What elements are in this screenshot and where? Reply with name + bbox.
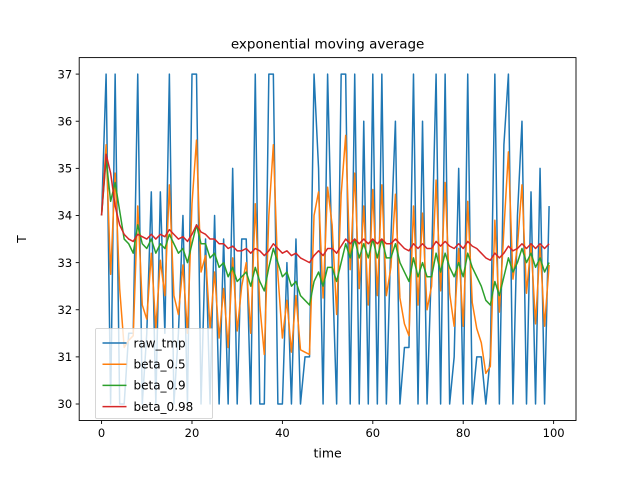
legend-frame xyxy=(95,328,213,419)
y-axis-label: T xyxy=(14,235,29,244)
y-tick-label: 31 xyxy=(58,350,73,364)
labels-group: 0 20 40 60 80 100 30 31 32 33 34 35 36 37 time Texponen… xyxy=(14,37,565,461)
axes-group xyxy=(78,57,577,421)
x-axis-label: time xyxy=(313,446,342,461)
ticks-group xyxy=(75,73,555,424)
series-line-beta_0.5 xyxy=(100,134,550,375)
y-tick-label: 36 xyxy=(58,114,73,128)
y-tick-label: 35 xyxy=(58,162,73,176)
y-tick-label: 37 xyxy=(58,67,73,81)
series-line-beta_0.9 xyxy=(100,158,550,306)
y-tick-label: 32 xyxy=(58,303,73,317)
legend-label-beta_0.98: beta_0.98 xyxy=(134,400,194,414)
x-tick-label: 0 xyxy=(98,426,105,440)
chart-legend[interactable]: raw_tmp beta_0.5 beta_0.9 beta_0.98 xyxy=(95,328,213,419)
y-tick-label: 33 xyxy=(58,256,73,270)
x-tick-label: 80 xyxy=(456,426,471,440)
legend-label-beta_0.5: beta_0.5 xyxy=(134,358,186,372)
legend-label-beta_0.9: beta_0.9 xyxy=(134,379,186,393)
x-tick-label: 40 xyxy=(275,426,290,440)
y-tick-label: 34 xyxy=(58,209,73,223)
legend-label-raw_tmp: raw_tmp xyxy=(134,336,186,350)
x-tick-label: 20 xyxy=(185,426,200,440)
plot-frame xyxy=(78,57,577,421)
x-tick-label: 60 xyxy=(365,426,380,440)
chart-title: exponential moving average xyxy=(231,37,425,53)
series-line-beta_0.98 xyxy=(100,153,550,264)
y-tick-label: 30 xyxy=(58,397,73,411)
x-tick-label: 100 xyxy=(543,426,565,440)
